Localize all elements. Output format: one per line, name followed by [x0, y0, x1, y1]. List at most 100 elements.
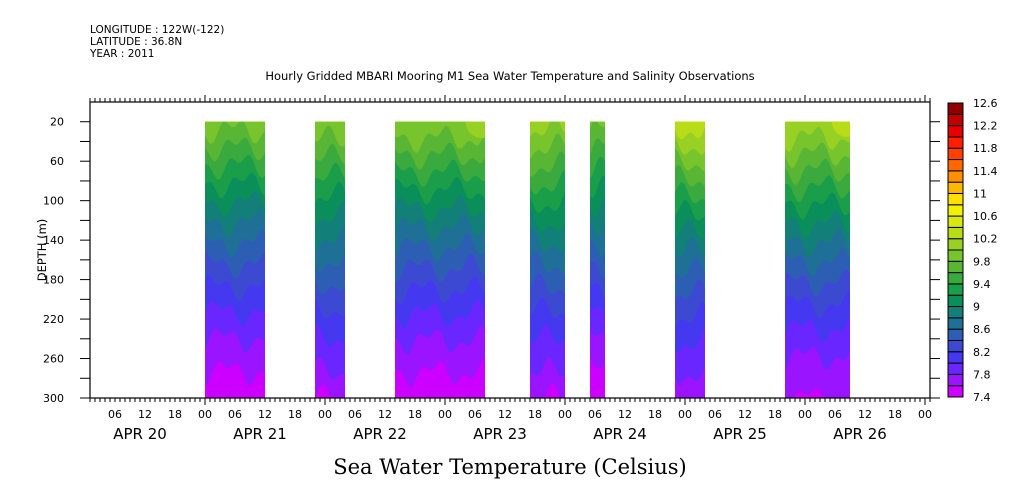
colorbar-label: 7.4 [973, 391, 991, 404]
x-tick-label: 00 [198, 408, 212, 421]
x-tick-label: 00 [318, 408, 332, 421]
contour-band [675, 328, 705, 398]
x-day-label: APR 25 [713, 425, 767, 443]
colorbar-swatch [947, 125, 964, 138]
x-tick-label: 06 [108, 408, 122, 421]
colorbar-label: 11.4 [973, 165, 998, 178]
chart-title: Hourly Gridded MBARI Mooring M1 Sea Wate… [265, 69, 755, 83]
x-tick-label: 00 [558, 408, 572, 421]
colorbar-swatch [947, 192, 964, 206]
x-tick-label: 00 [798, 408, 812, 421]
colorbar-swatch [947, 102, 964, 115]
colorbar-swatch [947, 272, 964, 285]
colorbar-label: 9.4 [973, 278, 991, 291]
colorbar-swatch [947, 373, 964, 387]
year-label: YEAR : 2011 [90, 48, 155, 60]
colorbar: 12.6 12.2 11.8 11.4 11 10.6 10.2 9.8 9.4 9 8.6 8.2 7… [947, 97, 998, 404]
x-tick-label: 18 [288, 408, 302, 421]
x-day-label: APR 23 [473, 425, 527, 443]
x-tick-label: 06 [828, 408, 842, 421]
x-day-label: APR 22 [353, 425, 407, 443]
colorbar-label: 11 [973, 187, 987, 200]
colorbar-label: 10.6 [973, 210, 998, 223]
colorbar-label: 12.2 [973, 120, 998, 133]
colorbar-swatch [947, 170, 964, 183]
variable-label: Sea Water Temperature (Celsius) [333, 455, 687, 479]
colorbar-swatch [947, 159, 964, 172]
data-segment [675, 121, 705, 398]
y-tick-label: 220 [43, 313, 64, 326]
colorbar-swatch [947, 294, 964, 308]
y-tick-label: 20 [50, 116, 64, 129]
colorbar-swatch [947, 283, 964, 296]
colorbar-swatch [947, 215, 964, 228]
colorbar-label: 8.6 [973, 323, 991, 336]
colorbar-swatch [947, 147, 964, 161]
colorbar-label: 9 [973, 301, 980, 314]
colorbar-swatch [947, 226, 964, 240]
colorbar-swatch [947, 362, 964, 375]
colorbar-label: 7.8 [973, 368, 991, 381]
contour-band [794, 387, 823, 398]
contour-band [395, 357, 485, 398]
y-tick-label: 260 [43, 353, 64, 366]
x-tick-label: 06 [228, 408, 242, 421]
colorbar-label: 9.8 [973, 255, 991, 268]
colorbar-swatch [947, 351, 964, 364]
colorbar-swatch [947, 113, 964, 127]
colorbar-label: 10.2 [973, 233, 998, 246]
x-tick-label: 12 [498, 408, 512, 421]
x-tick-label: 18 [528, 408, 542, 421]
colorbar-swatch [947, 136, 964, 149]
warm-spot [465, 121, 485, 139]
y-tick-label: 180 [43, 274, 64, 287]
x-tick-label: 18 [768, 408, 782, 421]
contour-band [785, 347, 850, 398]
colorbar-swatch [947, 317, 964, 330]
colorbar-label: 12.6 [973, 97, 998, 110]
x-tick-label: 12 [258, 408, 272, 421]
colorbar-swatch [947, 238, 964, 251]
x-tick-label: 00 [678, 408, 692, 421]
colorbar-swatch [947, 249, 964, 262]
x-tick-label: 18 [168, 408, 182, 421]
contour-band [675, 393, 677, 398]
contour-band [544, 383, 561, 398]
x-day-label: APR 24 [593, 425, 647, 443]
x-day-label: APR 20 [113, 425, 167, 443]
contour-band [205, 361, 265, 398]
x-tick-label: 12 [738, 408, 752, 421]
data-segment [590, 121, 605, 398]
x-tick-label: 12 [858, 408, 872, 421]
y-tick-label: 60 [50, 155, 64, 168]
x-tick-label: 06 [588, 408, 602, 421]
colorbar-swatch [947, 385, 964, 398]
colorbar-label: 11.8 [973, 142, 998, 155]
data-segment [395, 121, 485, 398]
y-tick-label: 100 [43, 195, 64, 208]
latitude-label: LATITUDE : 36.8N [90, 36, 183, 48]
x-tick-label: 12 [138, 408, 152, 421]
x-tick-label: 18 [648, 408, 662, 421]
x-tick-label: 00 [918, 408, 932, 421]
longitude-label: LONGITUDE : 122W(-122) [90, 24, 225, 36]
colorbar-swatch [947, 328, 964, 341]
data-segment [205, 121, 265, 398]
warm-spot [831, 121, 850, 137]
data-segment [785, 121, 850, 398]
colorbar-swatch [947, 181, 964, 194]
x-day-label: APR 26 [833, 425, 887, 443]
colorbar-swatch [947, 260, 964, 274]
data-segment [530, 121, 565, 398]
x-tick-label: 18 [888, 408, 902, 421]
y-tick-label: 300 [43, 392, 64, 405]
axes-layer: 06 12 18 00 06 12 18 00 06 12 18 00 06 12 18 00 06 12 18 00… [43, 95, 940, 443]
colorbar-swatch [947, 339, 964, 353]
contour-band [590, 360, 605, 398]
data-layer [205, 121, 850, 398]
x-tick-label: 12 [618, 408, 632, 421]
colorbar-label: 8.2 [973, 346, 991, 359]
contour-band [675, 365, 705, 398]
colorbar-swatch [947, 204, 964, 217]
